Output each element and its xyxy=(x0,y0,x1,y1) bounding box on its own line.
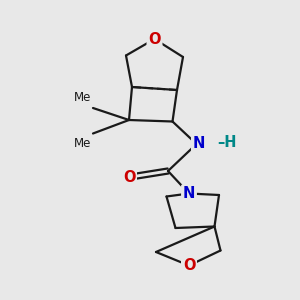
Text: N: N xyxy=(193,136,205,152)
Text: O: O xyxy=(183,258,195,273)
Text: Me: Me xyxy=(74,92,92,104)
Text: –H: –H xyxy=(217,135,236,150)
Text: N: N xyxy=(183,186,195,201)
Text: O: O xyxy=(148,32,161,46)
Text: O: O xyxy=(123,169,135,184)
Text: Me: Me xyxy=(74,137,92,150)
